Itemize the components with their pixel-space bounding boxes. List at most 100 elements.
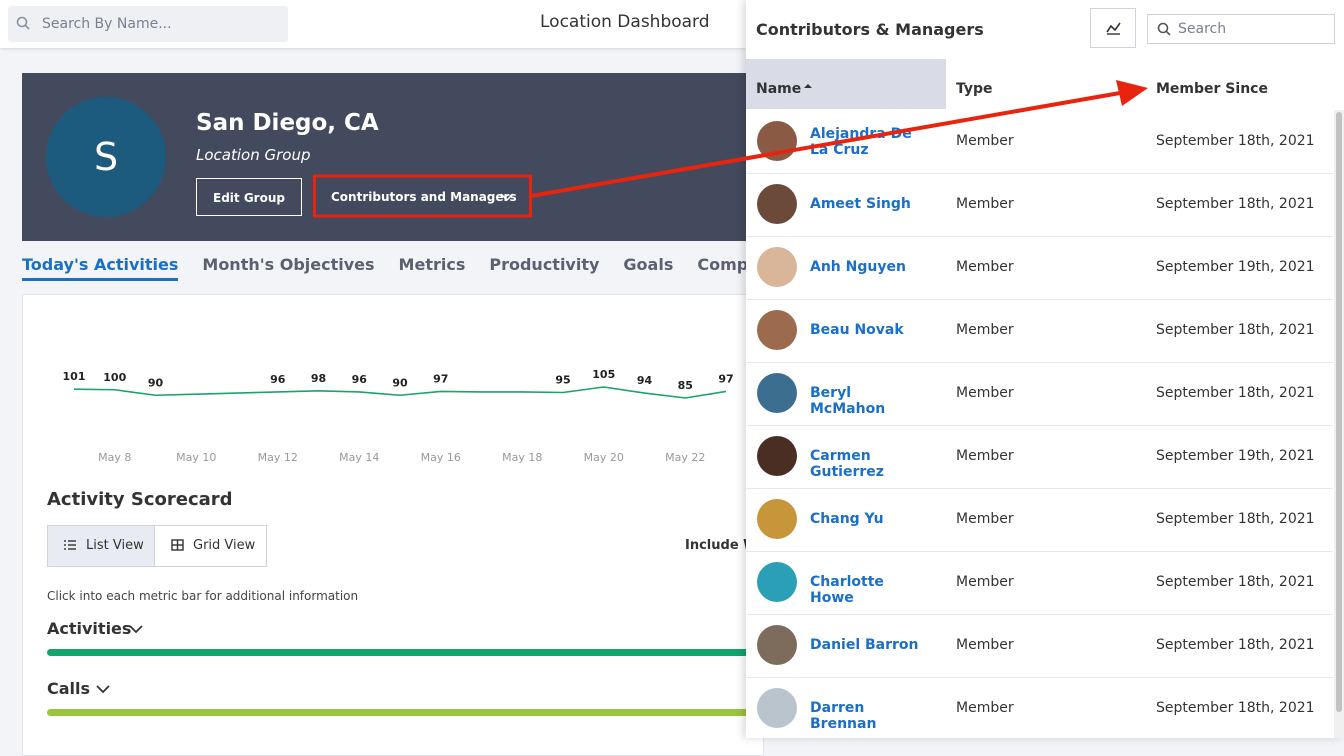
member-type: Member xyxy=(956,196,1014,212)
sort-icon xyxy=(804,84,812,88)
include-label: Include W xyxy=(685,538,758,553)
member-avatar xyxy=(757,310,797,350)
member-type: Member xyxy=(956,448,1014,464)
member-name[interactable]: Darren Brennan xyxy=(810,700,877,732)
member-name[interactable]: Beau Novak xyxy=(810,322,904,338)
member-avatar xyxy=(757,499,797,539)
member-type: Member xyxy=(956,133,1014,149)
member-since: September 19th, 2021 xyxy=(1156,448,1315,464)
tab[interactable]: Goals xyxy=(623,255,674,274)
member-type: Member xyxy=(956,322,1014,338)
data-label: 105 xyxy=(592,368,615,381)
data-label: 90 xyxy=(392,376,408,389)
member-row[interactable]: Chang Yu Member September 18th, 2021 xyxy=(746,488,1333,552)
trend-line xyxy=(73,386,727,399)
member-type: Member xyxy=(956,511,1014,527)
member-type: Member xyxy=(956,700,1014,716)
member-row[interactable]: Daniel Barron Member September 18th, 2021 xyxy=(746,614,1333,678)
member-row[interactable]: Charlotte Howe Member September 18th, 2021 xyxy=(746,551,1333,615)
data-label: 97 xyxy=(718,372,733,385)
data-label: 85 xyxy=(678,379,693,392)
list-view-button[interactable]: List View xyxy=(48,526,155,566)
metric-bar[interactable] xyxy=(47,709,746,716)
member-row[interactable]: Carmen Gutierrez Member September 19th, 20… xyxy=(746,425,1333,489)
search-icon xyxy=(1157,22,1171,36)
data-label: 95 xyxy=(555,374,570,387)
tab[interactable]: Productivity xyxy=(489,255,600,274)
member-type: Member xyxy=(956,385,1014,401)
member-row[interactable]: Alejandra De La Cruz Member September 18th… xyxy=(746,110,1333,174)
search-input[interactable]: Search By Name... xyxy=(8,6,288,42)
data-label: 90 xyxy=(148,376,164,389)
member-row[interactable]: Anh Nguyen Member September 19th, 2021 xyxy=(746,236,1333,300)
chart-icon xyxy=(1106,22,1121,35)
member-name[interactable]: Chang Yu xyxy=(810,511,884,527)
member-name[interactable]: Charlotte Howe xyxy=(810,574,884,606)
contributors-panel: Contributors & Managers Search Name Type… xyxy=(746,0,1344,738)
x-tick-label: May 10 xyxy=(176,451,216,464)
panel-title: Contributors & Managers xyxy=(756,20,984,39)
data-label: 94 xyxy=(637,374,653,387)
member-since: September 18th, 2021 xyxy=(1156,574,1315,590)
member-type: Member xyxy=(956,574,1014,590)
chevron xyxy=(96,685,110,694)
member-type: Member xyxy=(956,637,1014,653)
data-label: 98 xyxy=(311,372,326,385)
edit-group-button[interactable]: Edit Group xyxy=(196,178,302,216)
x-tick-label: May 14 xyxy=(339,451,379,464)
x-tick-label: May 16 xyxy=(421,451,461,464)
contributors-button[interactable]: Contributors and Managers xyxy=(331,190,517,204)
column-header[interactable]: Member Since xyxy=(1156,81,1268,97)
member-row[interactable]: Beau Novak Member September 18th, 2021 xyxy=(746,299,1333,363)
x-tick-label: May 22 xyxy=(665,451,705,464)
grid-view-button[interactable]: Grid View xyxy=(193,538,256,553)
data-label: 101 xyxy=(63,370,86,383)
member-avatar xyxy=(757,688,797,728)
member-since: September 18th, 2021 xyxy=(1156,700,1315,716)
data-label: 97 xyxy=(433,372,448,385)
member-row[interactable]: Beryl McMahon Member September 18th, 2021 xyxy=(746,362,1333,426)
member-name[interactable]: Alejandra De La Cruz xyxy=(810,126,912,158)
view-icons xyxy=(64,539,184,551)
trend-chart: 101 100 May 8 90 May 10 96 May 12 98 96 May 14 90 9… xyxy=(63,368,734,464)
member-row[interactable]: Ameet Singh Member September 18th, 2021 xyxy=(746,173,1333,237)
member-since: September 19th, 2021 xyxy=(1156,259,1315,275)
x-tick-label: May 18 xyxy=(502,451,542,464)
member-row[interactable]: Darren Brennan Member September 18th, 2021 xyxy=(746,677,1333,738)
panel-search[interactable]: Search xyxy=(1147,14,1335,44)
metric-bar[interactable] xyxy=(47,649,746,656)
column-header[interactable]: Type xyxy=(956,81,993,97)
member-type: Member xyxy=(956,259,1014,275)
tab[interactable]: Today's Activities xyxy=(22,255,179,281)
metric-title[interactable]: Activities xyxy=(47,619,132,638)
member-avatar xyxy=(757,184,797,224)
x-tick-label: May 8 xyxy=(98,451,131,464)
metric-title[interactable]: Calls xyxy=(47,679,91,698)
tab[interactable]: Month's Objectives xyxy=(202,255,375,274)
member-name[interactable]: Anh Nguyen xyxy=(810,259,906,275)
member-name[interactable]: Beryl McMahon xyxy=(810,385,886,417)
scorecard-title: Activity Scorecard xyxy=(47,489,233,510)
member-since: September 18th, 2021 xyxy=(1156,133,1315,149)
column-header[interactable]: Name xyxy=(756,81,802,97)
scrollbar[interactable] xyxy=(1334,110,1344,738)
member-since: September 18th, 2021 xyxy=(1156,637,1315,653)
group-subtitle: Location Group xyxy=(196,146,311,164)
member-avatar xyxy=(757,121,797,161)
member-avatar xyxy=(757,247,797,287)
group-name: San Diego, CA xyxy=(196,110,379,136)
member-name[interactable]: Carmen Gutierrez xyxy=(810,448,884,480)
tab[interactable]: Metrics xyxy=(398,255,466,274)
data-label: 100 xyxy=(103,371,126,384)
member-name[interactable]: Ameet Singh xyxy=(810,196,911,212)
data-label: 96 xyxy=(352,373,368,386)
member-name[interactable]: Daniel Barron xyxy=(810,637,919,653)
member-since: September 18th, 2021 xyxy=(1156,511,1315,527)
member-since: September 18th, 2021 xyxy=(1156,196,1315,212)
chart-toggle-button[interactable] xyxy=(1090,8,1136,48)
scroll-thumb[interactable] xyxy=(1336,112,1342,712)
search-icon xyxy=(16,16,30,30)
x-tick-label: May 12 xyxy=(258,451,298,464)
data-label: 96 xyxy=(270,373,286,386)
